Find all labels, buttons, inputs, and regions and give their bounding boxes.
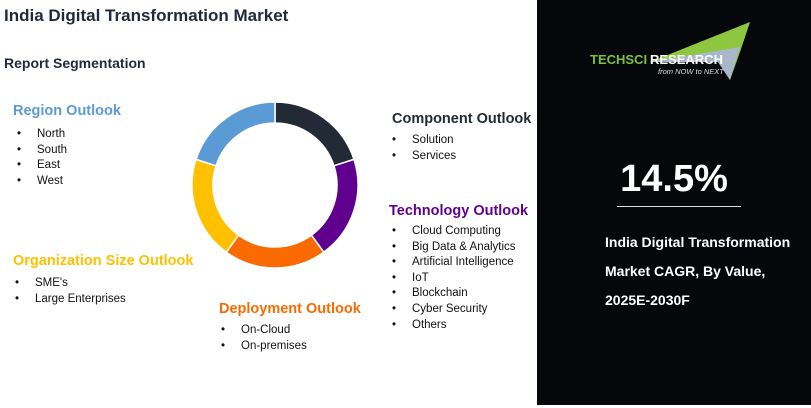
segment-heading: Component Outlook: [392, 111, 532, 127]
segment-item: North: [17, 128, 121, 144]
segment-heading: Region Outlook: [13, 103, 121, 119]
donut-segment: [195, 101, 276, 167]
component-outlook: Component Outlook SolutionServices: [392, 111, 531, 165]
cagr-description: India Digital Transformation Market CAGR…: [605, 228, 805, 315]
segment-item: East: [17, 159, 121, 175]
segment-items: NorthSouthEastWest: [17, 128, 121, 190]
segment-item: West: [17, 175, 121, 191]
segment-item: On-premises: [221, 340, 361, 356]
cagr-panel: [537, 0, 811, 405]
donut-segment: [225, 234, 325, 269]
segment-item: Solution: [392, 134, 531, 150]
organization-size-outlook: Organization Size Outlook SME'sLarge Ent…: [13, 253, 193, 308]
segment-item: Cyber Security: [392, 303, 528, 319]
technology-outlook: Technology Outlook Cloud ComputingBig Da…: [389, 203, 528, 334]
region-outlook: Region Outlook NorthSouthEastWest: [13, 103, 121, 190]
segment-item: On-Cloud: [221, 324, 361, 340]
segment-item: South: [17, 144, 121, 160]
cagr-value: 14.5%: [620, 158, 728, 200]
segmentation-donut: [191, 101, 359, 269]
desc-line: India Digital Transformation: [605, 234, 791, 250]
segment-item: Blockchain: [392, 287, 528, 303]
donut-segment: [274, 101, 355, 167]
segment-item: IoT: [392, 272, 528, 288]
techsci-logo: TECHSCI RESEARCH from NOW to NEXT: [590, 22, 750, 80]
segment-item: SME's: [15, 277, 193, 293]
svg-text:from NOW to NEXT: from NOW to NEXT: [658, 67, 725, 76]
report-segmentation-heading: Report Segmentation: [4, 55, 146, 71]
segment-items: Cloud ComputingBig Data & AnalyticsArtif…: [392, 225, 528, 334]
page-title: India Digital Transformation Market: [4, 6, 289, 25]
segment-item: Others: [392, 319, 528, 335]
deployment-outlook: Deployment Outlook On-CloudOn-premises: [219, 301, 361, 355]
svg-text:RESEARCH: RESEARCH: [650, 52, 723, 67]
desc-line: Market CAGR, By Value,: [605, 263, 766, 279]
svg-text:TECHSCI: TECHSCI: [590, 52, 647, 67]
segment-items: SME'sLarge Enterprises: [15, 277, 193, 308]
segment-heading: Deployment Outlook: [219, 301, 361, 317]
donut-segment: [191, 158, 240, 254]
segment-items: SolutionServices: [392, 134, 531, 165]
segment-heading: Organization Size Outlook: [13, 253, 194, 269]
segment-heading: Technology Outlook: [389, 203, 529, 219]
segment-items: On-CloudOn-premises: [221, 324, 361, 355]
segment-item: Services: [392, 150, 531, 166]
segment-item: Big Data & Analytics: [392, 241, 528, 257]
desc-line: 2025E-2030F: [605, 292, 690, 308]
segment-item: Cloud Computing: [392, 225, 528, 241]
segment-item: Large Enterprises: [15, 293, 193, 309]
divider: [617, 206, 741, 207]
segment-item: Artificial Intelligence: [392, 256, 528, 272]
donut-segment: [310, 158, 359, 254]
